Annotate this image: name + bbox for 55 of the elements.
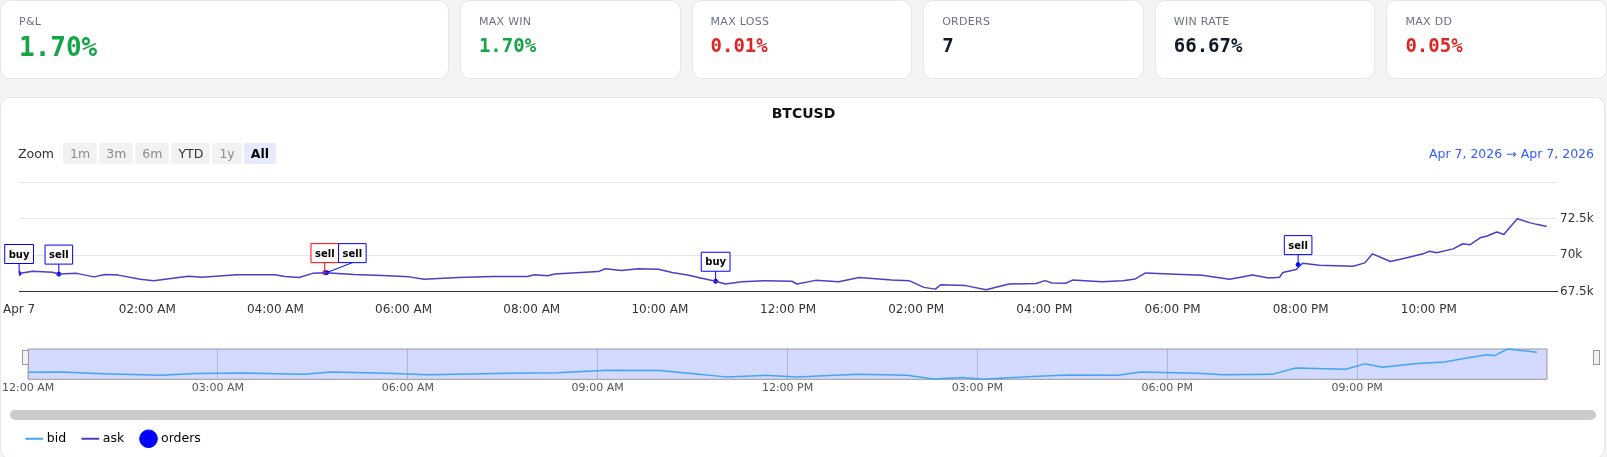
x-tick-label: 06:00 PM <box>1141 380 1193 394</box>
text: → <box>1505 145 1518 163</box>
text: Zoom <box>17 145 56 163</box>
x-tick-label: 12:00 AM <box>2 380 55 394</box>
text: MAX WIN <box>478 15 533 28</box>
text: 0.01% <box>710 34 769 56</box>
x-tick-label: Apr 7 <box>3 301 36 316</box>
data-label: buy <box>8 248 30 260</box>
x-tick-label: 09:00 PM <box>1331 380 1383 394</box>
x-tick-label: 02:00 PM <box>888 301 945 316</box>
text: 6m <box>135 143 170 164</box>
text: ORDERS <box>942 15 992 28</box>
x-tick-label: 03:00 AM <box>191 380 245 394</box>
legend-label: bid <box>46 430 67 445</box>
text: Apr 7, 2026 <box>1427 145 1504 163</box>
x-tick-label: 04:00 AM <box>246 301 304 316</box>
y-tick-label: 72.5k <box>1560 210 1594 225</box>
chart-title: BTCUSD <box>770 105 837 121</box>
text: 1y <box>212 143 242 164</box>
text: Apr 7, 2026 <box>1519 145 1595 163</box>
x-tick-label: 08:00 AM <box>503 301 561 316</box>
x-tick-label: 10:00 PM <box>1400 301 1457 316</box>
text: 3m <box>99 143 134 164</box>
text: YTD <box>171 143 211 164</box>
text: 66.67% <box>1173 34 1244 56</box>
text: 7 <box>942 34 955 56</box>
x-tick-label: 08:00 PM <box>1272 301 1329 316</box>
legend-label: orders <box>161 430 201 445</box>
data-label: sell <box>314 247 335 259</box>
x-tick-label: 02:00 AM <box>118 301 176 316</box>
text: 1m <box>63 143 98 164</box>
x-tick-label: 06:00 AM <box>381 380 434 394</box>
y-tick-label: 70k <box>1560 247 1583 262</box>
x-tick-label: 10:00 AM <box>631 301 689 316</box>
data-label: sell <box>1288 239 1308 251</box>
text: MAX LOSS <box>710 15 771 28</box>
data-label: buy <box>705 256 727 268</box>
data-label: sell <box>49 249 69 261</box>
y-tick-label: 67.5k <box>1560 283 1594 298</box>
text: 0.05% <box>1405 34 1464 56</box>
text: WIN RATE <box>1173 15 1231 28</box>
legend-label: ask <box>102 430 126 445</box>
text: All <box>243 143 276 164</box>
x-tick-label: 04:00 PM <box>1016 301 1073 316</box>
text: 1.70% <box>478 34 538 56</box>
x-tick-label: 06:00 AM <box>375 301 433 316</box>
data-label: sell <box>342 247 363 259</box>
text: 1.70% <box>19 32 99 62</box>
x-tick-label: 12:00 PM <box>761 380 814 394</box>
text: MAX DD <box>1405 15 1454 28</box>
x-tick-label: 12:00 PM <box>760 301 817 316</box>
x-tick-label: 03:00 PM <box>951 380 1004 394</box>
x-tick-label: 06:00 PM <box>1144 301 1201 316</box>
text: P&L <box>19 15 43 28</box>
x-tick-label: 09:00 AM <box>571 380 624 394</box>
